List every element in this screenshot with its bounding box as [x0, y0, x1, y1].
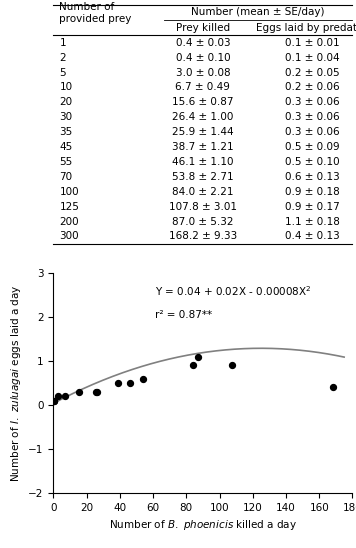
Text: 200: 200	[59, 216, 79, 226]
Point	[190, 361, 196, 370]
Text: 10: 10	[59, 82, 73, 93]
Text: 87.0 ± 5.32: 87.0 ± 5.32	[172, 216, 234, 226]
Text: 26.4 ± 1.00: 26.4 ± 1.00	[172, 112, 234, 122]
Point	[127, 379, 133, 387]
Text: 0.3 ± 0.06: 0.3 ± 0.06	[285, 112, 339, 122]
Text: 0.3 ± 0.06: 0.3 ± 0.06	[285, 98, 339, 107]
Text: 125: 125	[59, 202, 79, 212]
Text: 0.4 ± 0.10: 0.4 ± 0.10	[176, 53, 230, 62]
Text: 0.1 ± 0.04: 0.1 ± 0.04	[285, 53, 339, 62]
X-axis label: Number of $\it{B.\ phoenicis}$ killed a day: Number of $\it{B.\ phoenicis}$ killed a …	[109, 518, 297, 533]
Point	[115, 379, 121, 387]
Text: 0.2 ± 0.05: 0.2 ± 0.05	[285, 67, 339, 77]
Text: 53.8 ± 2.71: 53.8 ± 2.71	[172, 172, 234, 182]
Text: 0.5 ± 0.09: 0.5 ± 0.09	[285, 142, 339, 152]
Point	[56, 392, 61, 401]
Text: 0.1 ± 0.01: 0.1 ± 0.01	[285, 38, 339, 48]
Text: 0.6 ± 0.13: 0.6 ± 0.13	[285, 172, 339, 182]
Point	[230, 361, 235, 370]
Text: 0.9 ± 0.17: 0.9 ± 0.17	[285, 202, 339, 212]
Text: 1.1 ± 0.18: 1.1 ± 0.18	[285, 216, 340, 226]
Text: 6.7 ± 0.49: 6.7 ± 0.49	[176, 82, 230, 93]
Text: 100: 100	[59, 187, 79, 197]
Text: 45: 45	[59, 142, 73, 152]
Text: 30: 30	[59, 112, 73, 122]
Text: Number of
provided prey: Number of provided prey	[59, 2, 132, 24]
Text: 0.9 ± 0.18: 0.9 ± 0.18	[285, 187, 339, 197]
Text: 70: 70	[59, 172, 73, 182]
Text: 2: 2	[59, 53, 66, 62]
Text: 0.4 ± 0.03: 0.4 ± 0.03	[176, 38, 230, 48]
Text: 0.2 ± 0.06: 0.2 ± 0.06	[285, 82, 339, 93]
Text: 168.2 ± 9.33: 168.2 ± 9.33	[169, 231, 237, 242]
Text: 55: 55	[59, 157, 73, 167]
Point	[195, 352, 201, 361]
Point	[330, 383, 336, 392]
Text: 5: 5	[59, 67, 66, 77]
Text: 38.7 ± 1.21: 38.7 ± 1.21	[172, 142, 234, 152]
Text: Y = 0.04 + 0.02X - 0.00008X$^2$: Y = 0.04 + 0.02X - 0.00008X$^2$	[155, 284, 312, 298]
Text: 0.4 ± 0.13: 0.4 ± 0.13	[285, 231, 339, 242]
Text: 35: 35	[59, 127, 73, 137]
Text: Eggs laid by predator: Eggs laid by predator	[256, 23, 356, 33]
Point	[51, 396, 57, 405]
Text: 300: 300	[59, 231, 79, 242]
Point	[62, 392, 67, 401]
Point	[94, 387, 99, 396]
Text: 3.0 ± 0.08: 3.0 ± 0.08	[176, 67, 230, 77]
Text: 107.8 ± 3.01: 107.8 ± 3.01	[169, 202, 237, 212]
Text: 84.0 ± 2.21: 84.0 ± 2.21	[172, 187, 234, 197]
Text: 0.5 ± 0.10: 0.5 ± 0.10	[285, 157, 339, 167]
Text: 0.3 ± 0.06: 0.3 ± 0.06	[285, 127, 339, 137]
Text: 25.9 ± 1.44: 25.9 ± 1.44	[172, 127, 234, 137]
Point	[51, 396, 57, 405]
Point	[77, 387, 82, 396]
Point	[140, 374, 146, 383]
Text: Number (mean ± SE/day): Number (mean ± SE/day)	[192, 7, 325, 16]
Point	[94, 387, 100, 396]
Text: r² = 0.87**: r² = 0.87**	[155, 310, 212, 321]
Text: Prey killed: Prey killed	[176, 23, 230, 33]
Text: 15.6 ± 0.87: 15.6 ± 0.87	[172, 98, 234, 107]
Text: 1: 1	[59, 38, 66, 48]
Y-axis label: Number of $\it{I.\ zuluagai}$ eggs laid a day: Number of $\it{I.\ zuluagai}$ eggs laid …	[9, 284, 23, 482]
Text: 46.1 ± 1.10: 46.1 ± 1.10	[172, 157, 234, 167]
Text: 20: 20	[59, 98, 73, 107]
